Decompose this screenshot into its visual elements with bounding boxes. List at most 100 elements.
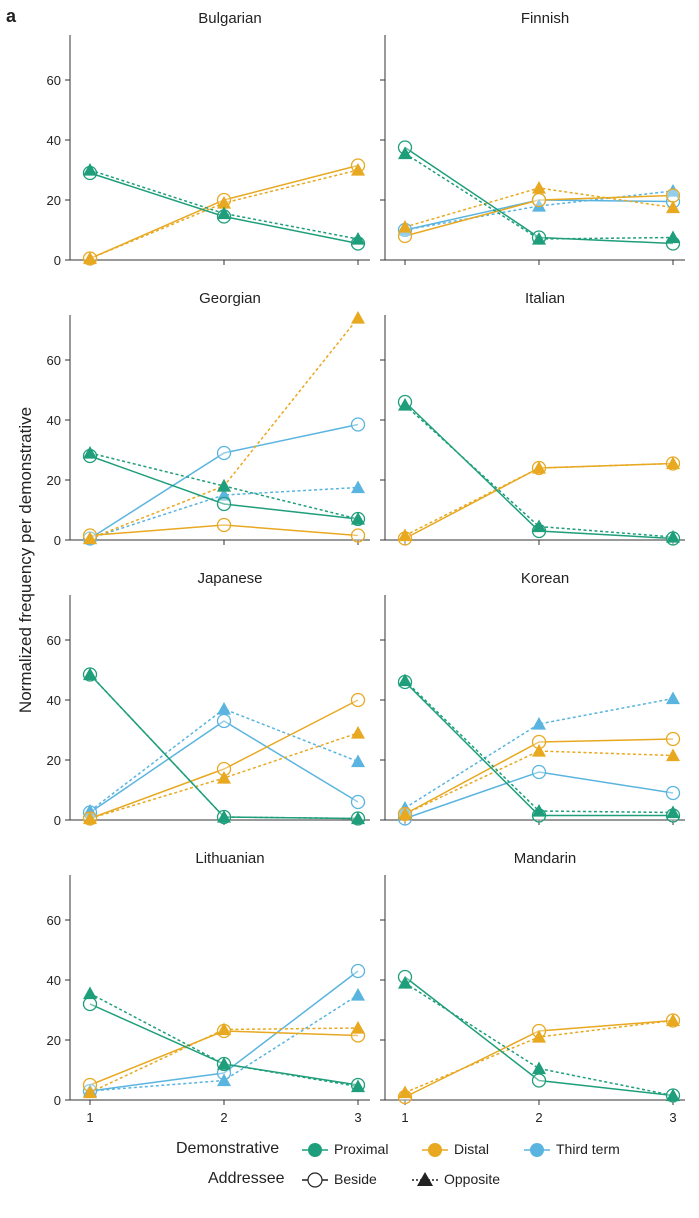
series-line-proximal-opposite (89, 169, 359, 240)
series-line-proximal-beside (89, 455, 359, 520)
series-line-proximal-beside (404, 976, 674, 1097)
data-point-third-term-opposite (351, 754, 365, 768)
data-point-distal-beside (216, 517, 232, 533)
data-point-distal-opposite (398, 1085, 412, 1099)
y-tick-label: 60 (47, 353, 61, 368)
data-point-third-term-opposite (666, 691, 680, 705)
y-tick-label: 20 (47, 193, 61, 208)
series-line-third-term-beside (89, 970, 359, 1092)
y-tick-label: 0 (54, 253, 61, 268)
data-point-proximal-opposite (532, 519, 546, 533)
data-point-proximal-opposite (532, 1061, 546, 1075)
legend-swatch-beside-circle-icon (302, 1172, 328, 1188)
x-tick-label: 1 (401, 1110, 408, 1125)
data-point-distal-opposite (83, 531, 97, 545)
data-point-proximal-opposite (83, 986, 97, 1000)
data-point-distal-opposite (351, 311, 365, 324)
data-point-distal-beside (350, 528, 366, 543)
data-point-distal-opposite (666, 748, 680, 762)
y-tick-label: 0 (54, 813, 61, 828)
data-point-distal-opposite (532, 1030, 546, 1043)
data-point-distal-opposite (532, 461, 546, 474)
series-line-distal-opposite (89, 1027, 359, 1094)
data-point-distal-opposite (83, 251, 97, 265)
y-tick-label: 40 (47, 133, 61, 148)
panel-title: Korean (521, 570, 569, 587)
y-tick-label: 40 (47, 413, 61, 428)
data-point-third-term-opposite (532, 717, 546, 730)
data-point-distal-opposite (398, 220, 412, 233)
data-point-third-term-beside (531, 764, 547, 780)
x-tick-label: 3 (669, 1110, 676, 1125)
small-multiples-chart: Bulgarian0204060FinnishGeorgian0204060It… (47, 10, 685, 1125)
data-point-proximal-opposite (351, 811, 365, 825)
data-point-distal-opposite (398, 528, 412, 542)
data-point-proximal-opposite (398, 673, 412, 687)
legend-label-beside: Beside (334, 1171, 377, 1187)
figure-panel-letter: a (6, 6, 17, 26)
data-point-distal-opposite (351, 163, 365, 176)
x-tick-label: 3 (354, 1110, 361, 1125)
data-point-proximal-opposite (217, 479, 231, 492)
panel-title: Bulgarian (198, 10, 261, 27)
data-point-proximal-opposite (83, 667, 97, 681)
series-line-proximal-opposite (404, 982, 674, 1097)
panel-japanese: Japanese 0 20 40 60 (47, 570, 370, 828)
data-point-third-term-beside (216, 713, 232, 729)
legend-label-distal: Distal (454, 1141, 490, 1157)
y-tick-label: 0 (54, 533, 61, 548)
series-line-third-term-opposite (89, 708, 359, 812)
data-point-distal-beside (665, 188, 681, 203)
panel-title: Japanese (197, 570, 262, 587)
legend-swatch-proximal (302, 1143, 328, 1157)
data-point-proximal-opposite (666, 230, 680, 244)
data-point-third-term-beside (665, 785, 681, 801)
series-line-third-term-opposite (89, 486, 359, 540)
data-point-distal-opposite (217, 771, 231, 784)
series-line-third-term-beside (89, 720, 359, 814)
y-tick-label: 60 (47, 73, 61, 88)
panel-title: Finnish (521, 10, 569, 27)
legend-label-opposite: Opposite (444, 1171, 501, 1187)
data-point-proximal-opposite (666, 1088, 680, 1102)
data-point-distal-opposite (666, 1013, 680, 1027)
panel-mandarin: Mandarin123Region (380, 850, 685, 1125)
data-point-proximal-opposite (351, 1079, 365, 1093)
data-point-proximal-opposite (351, 512, 365, 525)
data-point-proximal-opposite (217, 206, 231, 220)
data-point-third-term-beside (350, 963, 366, 979)
panel-title: Italian (525, 290, 565, 307)
data-point-proximal-opposite (217, 1057, 231, 1070)
data-point-third-term-opposite (666, 184, 680, 197)
data-point-proximal-opposite (666, 805, 680, 819)
data-point-distal-opposite (351, 1021, 365, 1034)
data-point-proximal-opposite (83, 446, 97, 459)
data-point-third-term-opposite (532, 199, 546, 212)
legend: Demonstrative Proximal Distal (160, 1138, 680, 1198)
y-tick-label: 40 (47, 693, 61, 708)
legend-swatch-third-term (524, 1143, 550, 1157)
data-point-proximal-opposite (532, 232, 546, 245)
panel-finnish: Finnish (380, 10, 685, 265)
data-point-third-term-beside (216, 445, 232, 461)
data-point-proximal-opposite (398, 976, 412, 989)
data-point-proximal-opposite (398, 146, 412, 160)
data-point-proximal-beside (531, 1073, 547, 1088)
y-tick-label: 60 (47, 913, 61, 928)
y-tick-label: 60 (47, 633, 61, 648)
y-tick-label: 20 (47, 473, 61, 488)
data-point-third-term-opposite (217, 1073, 231, 1087)
series-line-proximal-opposite (404, 152, 674, 240)
legend-addressee-title: Addressee (208, 1170, 285, 1187)
x-tick-label: 1 (86, 1110, 93, 1125)
data-point-proximal-opposite (398, 398, 412, 411)
series-line-third-term-opposite (404, 697, 674, 809)
data-point-proximal-beside (216, 496, 232, 512)
legend-swatch-opposite-triangle-icon (412, 1172, 438, 1186)
series-line-distal-opposite (404, 750, 674, 815)
data-point-third-term-opposite (351, 988, 365, 1001)
data-point-distal-opposite (532, 744, 546, 757)
panel-lithuanian: Lithuanian0204060123Region (47, 850, 370, 1125)
legend-demonstrative-row: Demonstrative Proximal Distal (160, 1138, 680, 1168)
x-tick-label: 2 (535, 1110, 542, 1125)
